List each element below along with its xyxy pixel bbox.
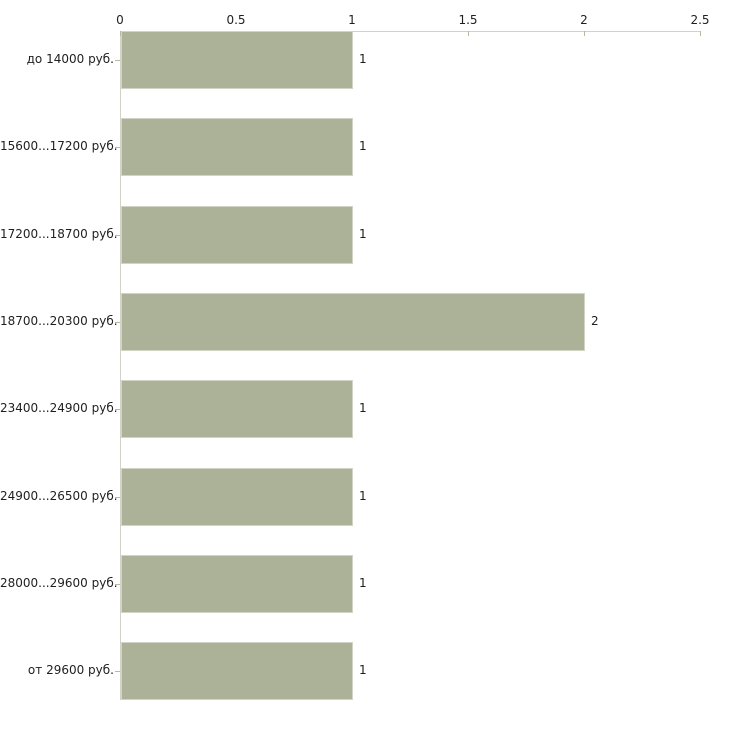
y-axis-line [120, 31, 121, 701]
category-tick-mark [115, 409, 120, 411]
category-label: 23400...24900 руб. [0, 401, 118, 416]
x-tick-label: 2 [580, 13, 588, 27]
bar [121, 118, 353, 177]
x-tick-label: 0 [116, 13, 124, 27]
category-label: 24900...26500 руб. [0, 488, 118, 503]
bar [121, 205, 353, 264]
value-label: 1 [359, 226, 367, 241]
x-tick-mark [120, 31, 121, 36]
bar [121, 293, 585, 352]
x-axis-line [120, 31, 700, 32]
x-tick-mark [468, 31, 469, 36]
value-label: 1 [359, 52, 367, 66]
category-tick-mark [115, 584, 120, 586]
value-label: 1 [359, 139, 367, 154]
category-tick-mark [115, 234, 120, 236]
category-tick-mark [115, 496, 120, 498]
x-tick-mark [700, 31, 701, 36]
bar [121, 380, 353, 439]
value-label: 1 [359, 576, 367, 591]
category-tick-mark [115, 322, 120, 324]
bar [121, 467, 353, 526]
x-tick-mark [584, 31, 585, 36]
bar [121, 642, 353, 701]
category-label: 15600...17200 руб. [0, 139, 118, 154]
value-label: 1 [359, 663, 367, 678]
category-label: от 29600 руб. [27, 663, 114, 678]
value-label: 2 [591, 314, 599, 329]
value-label: 1 [359, 488, 367, 503]
bar [121, 555, 353, 614]
x-tick-label: 2.5 [690, 13, 710, 27]
category-tick-mark [115, 671, 120, 673]
category-tick-mark [115, 60, 120, 61]
x-tick-label: 1 [348, 13, 356, 27]
x-tick-label: 0.5 [226, 13, 246, 27]
x-tick-label: 1.5 [458, 13, 478, 27]
bar [121, 31, 353, 89]
category-label: до 14000 руб. [26, 52, 114, 66]
category-label: 28000...29600 руб. [0, 576, 118, 591]
value-label: 1 [359, 401, 367, 416]
category-tick-mark [115, 147, 120, 149]
category-label: 17200...18700 руб. [0, 226, 118, 241]
category-label: 18700...20300 руб. [0, 314, 118, 329]
